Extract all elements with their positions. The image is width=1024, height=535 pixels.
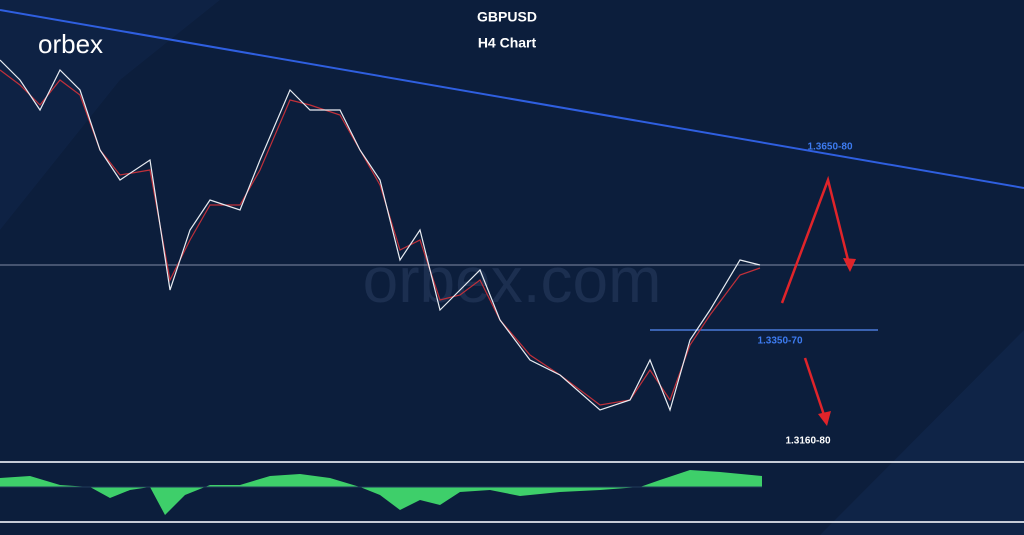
trend-line — [0, 9, 1024, 189]
forecast-arrow — [803, 357, 827, 419]
background-shape — [0, 0, 220, 230]
watermark: orbex.com — [363, 244, 662, 316]
chart-title: GBPUSD — [477, 9, 537, 25]
arrow-head — [843, 258, 856, 272]
chart-subtitle: H4 Chart — [478, 35, 537, 51]
level-label: 1.3350-70 — [757, 336, 802, 347]
background-shape — [820, 330, 1024, 535]
moving-average — [0, 69, 761, 406]
level-label: 1.3650-80 — [807, 142, 852, 153]
oscillator — [0, 470, 762, 515]
level-label: 1.3160-80 — [785, 436, 830, 447]
price-line — [0, 59, 761, 412]
forecast-arrow — [780, 175, 852, 304]
arrow-head — [818, 411, 831, 426]
logo: orbex — [38, 29, 103, 59]
